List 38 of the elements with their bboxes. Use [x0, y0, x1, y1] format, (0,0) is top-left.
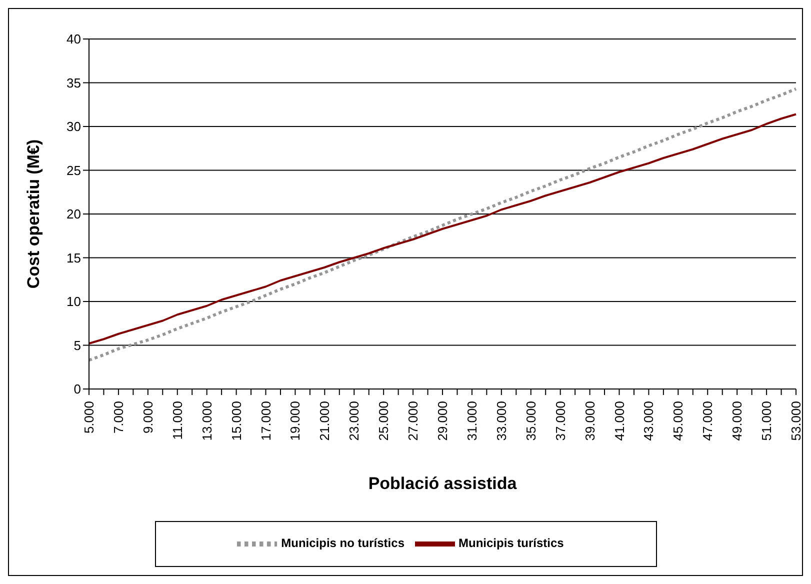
x-tick-label: 23.000 [346, 401, 362, 441]
x-axis-title: Població assistida [368, 474, 518, 493]
y-tick-label: 15 [66, 250, 81, 266]
x-tick-label: 21.000 [317, 401, 332, 441]
x-tick-label: 13.000 [199, 401, 214, 441]
x-tick-label: 27.000 [406, 401, 421, 441]
x-tick-label: 33.000 [494, 401, 509, 441]
x-tick-label: 51.000 [759, 401, 774, 441]
legend-label: Municipis no turístics [281, 536, 404, 550]
y-tick-label: 25 [66, 162, 81, 178]
y-axis-title: Cost operatiu (M€) [24, 139, 44, 289]
y-tick-label: 0 [74, 382, 81, 397]
y-tick-label: 40 [66, 32, 81, 47]
x-tick-label: 11.000 [170, 401, 185, 440]
x-tick-label: 29.000 [435, 401, 450, 441]
x-tick-label: 19.000 [288, 401, 303, 441]
y-tick-label: 20 [66, 206, 81, 222]
x-tick-label: 7.000 [110, 401, 126, 434]
legend-label: Municipis turístics [458, 536, 564, 550]
x-tick-label: 45.000 [670, 401, 686, 441]
y-tick-label: 5 [74, 338, 81, 353]
x-tick-label: 39.000 [582, 401, 598, 441]
x-tick-label: 49.000 [730, 401, 745, 441]
x-tick-label: 17.000 [258, 401, 274, 441]
x-tick-label: 5.000 [82, 401, 96, 434]
x-tick-label: 47.000 [700, 401, 716, 441]
x-tick-label: 53.000 [788, 401, 804, 441]
x-tick-label: 31.000 [464, 401, 480, 441]
y-tick-label: 30 [66, 119, 81, 134]
x-tick-label: 15.000 [228, 401, 244, 441]
x-tick-label: 9.000 [140, 401, 156, 434]
y-tick-label: 35 [66, 75, 81, 90]
x-tick-label: 25.000 [376, 401, 392, 441]
x-tick-label: 37.000 [552, 401, 568, 441]
x-tick-label: 41.000 [612, 401, 627, 441]
y-tick-label: 10 [66, 294, 81, 310]
x-tick-label: 35.000 [523, 401, 538, 441]
x-tick-label: 43.000 [641, 401, 656, 441]
